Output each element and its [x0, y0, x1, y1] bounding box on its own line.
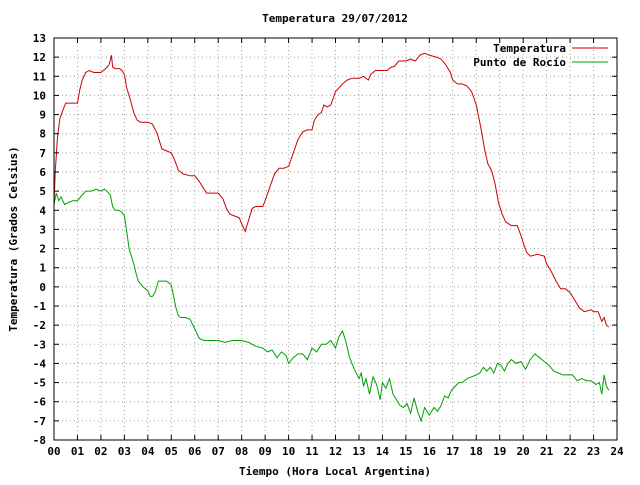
legend-label-1: Punto de Rocío	[473, 56, 566, 69]
y-tick-label: 6	[39, 166, 46, 179]
y-tick-label: -1	[33, 300, 47, 313]
y-tick-label: 8	[39, 128, 46, 141]
x-tick-label: 04	[141, 445, 155, 458]
y-tick-label: 12	[33, 51, 46, 64]
x-tick-label: 20	[517, 445, 530, 458]
ticks: 00 01 02 03 04 05 06 07 08 09 10 11 12 13 14 15 16 17 18 19…	[33, 32, 624, 458]
x-tick-label: 10	[282, 445, 295, 458]
y-tick-label: -4	[33, 357, 47, 370]
x-tick-label: 12	[329, 445, 342, 458]
x-tick-label: 19	[493, 445, 506, 458]
y-tick-label: 4	[39, 204, 46, 217]
y-tick-label: -6	[33, 396, 47, 409]
x-tick-label: 11	[305, 445, 319, 458]
x-tick-label: 03	[118, 445, 131, 458]
grid	[54, 38, 617, 440]
x-tick-label: 02	[94, 445, 107, 458]
x-tick-label: 00	[47, 445, 60, 458]
y-tick-label: 9	[39, 109, 46, 122]
x-tick-label: 15	[399, 445, 412, 458]
y-tick-label: 5	[39, 185, 46, 198]
x-tick-label: 24	[610, 445, 624, 458]
y-tick-label: -3	[33, 338, 46, 351]
y-tick-label: 10	[33, 89, 46, 102]
y-tick-label: -8	[33, 434, 46, 447]
x-tick-label: 06	[188, 445, 202, 458]
chart-title: Temperatura 29/07/2012	[262, 12, 408, 25]
y-tick-label: 2	[39, 243, 46, 256]
y-tick-label: -5	[33, 377, 46, 390]
y-tick-label: 1	[39, 262, 46, 275]
x-tick-label: 08	[235, 445, 248, 458]
series-line-0	[53, 52, 610, 328]
y-tick-label: 3	[39, 223, 46, 236]
y-tick-label: -7	[33, 415, 46, 428]
x-tick-label: 21	[540, 445, 554, 458]
x-tick-label: 22	[563, 445, 576, 458]
x-tick-label: 18	[470, 445, 483, 458]
x-tick-label: 01	[71, 445, 85, 458]
x-tick-label: 14	[376, 445, 390, 458]
x-tick-label: 17	[446, 445, 459, 458]
x-tick-label: 23	[587, 445, 600, 458]
series-layer	[53, 52, 610, 423]
y-tick-label: -2	[33, 319, 46, 332]
x-tick-label: 05	[165, 445, 178, 458]
legend-label-0: Temperatura	[493, 42, 566, 55]
x-tick-label: 16	[423, 445, 437, 458]
y-tick-label: 13	[33, 32, 46, 45]
x-tick-label: 09	[259, 445, 272, 458]
series-line-1	[53, 188, 610, 423]
y-tick-label: 11	[33, 70, 47, 83]
x-tick-label: 13	[352, 445, 365, 458]
y-tick-label: 7	[39, 147, 46, 160]
x-axis-label: Tiempo (Hora Local Argentina)	[239, 465, 431, 478]
y-axis-label: Temperatura (Grados Celsius)	[7, 146, 20, 331]
y-tick-label: 0	[39, 281, 46, 294]
x-tick-label: 07	[212, 445, 225, 458]
